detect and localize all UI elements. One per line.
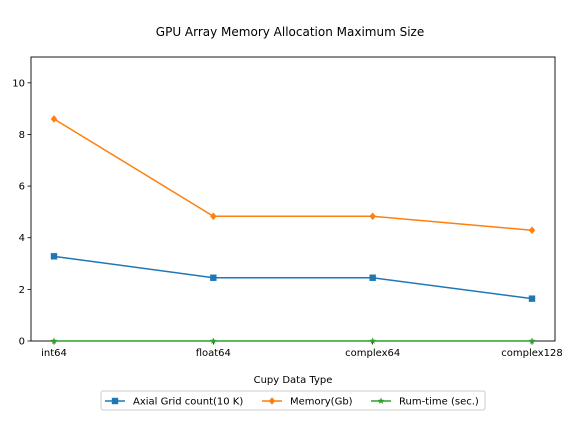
data-point xyxy=(528,295,536,302)
legend-marker xyxy=(377,397,385,404)
series-3 xyxy=(50,337,536,344)
series-layer xyxy=(50,115,536,344)
series-1 xyxy=(50,253,536,302)
data-point xyxy=(50,337,58,344)
data-point xyxy=(528,226,536,235)
legend: Axial Grid count(10 K) Memory(Gb) Rum-time… xyxy=(100,390,486,411)
legend-marker xyxy=(111,397,119,405)
y-tick-label: 0 xyxy=(19,337,25,348)
x-tick-label: complex64 xyxy=(345,348,400,359)
data-point xyxy=(528,337,536,344)
data-point xyxy=(369,337,377,344)
y-tick-label: 6 xyxy=(19,182,25,193)
x-tick-label: float64 xyxy=(196,348,231,359)
series-line xyxy=(53,118,533,231)
series-line xyxy=(53,255,533,300)
chart-title: GPU Array Memory Allocation Maximum Size xyxy=(156,25,424,39)
y-tick-label: 10 xyxy=(12,78,25,89)
legend-marker xyxy=(268,397,276,405)
y-axis: 0 2 4 6 8 10 xyxy=(12,78,31,348)
series-2 xyxy=(50,115,536,235)
y-tick-label: 8 xyxy=(19,130,25,141)
legend-entry: Memory(Gb) xyxy=(262,397,353,408)
legend-entry: Axial Grid count(10 K) xyxy=(105,397,243,408)
y-tick-label: 2 xyxy=(19,285,25,296)
data-point xyxy=(50,253,58,260)
legend-label: Memory(Gb) xyxy=(290,397,353,408)
legend-label: Axial Grid count(10 K) xyxy=(133,397,243,408)
y-tick-label: 4 xyxy=(19,233,25,244)
data-point xyxy=(210,274,217,281)
x-axis-label: Cupy Data Type xyxy=(254,375,333,386)
x-axis: int64 float64 complex64 complex128 xyxy=(41,341,563,359)
data-point xyxy=(369,274,376,281)
legend-label: Rum-time (sec.) xyxy=(399,397,479,408)
data-point xyxy=(209,337,217,344)
data-point xyxy=(210,212,217,221)
plot-area-frame xyxy=(30,56,556,342)
x-tick-label: int64 xyxy=(41,348,67,359)
legend-frame xyxy=(100,390,486,411)
legend-entry: Rum-time (sec.) xyxy=(371,397,479,408)
data-point xyxy=(50,115,58,123)
data-point xyxy=(369,212,376,221)
x-tick-label: complex128 xyxy=(501,348,562,359)
